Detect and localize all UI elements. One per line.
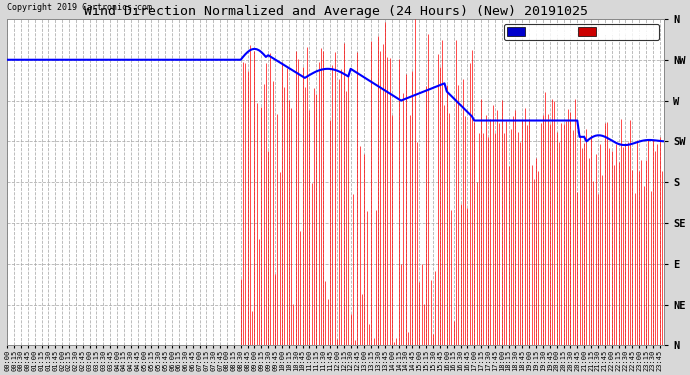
- Title: Wind Direction Normalized and Average (24 Hours) (New) 20191025: Wind Direction Normalized and Average (2…: [83, 5, 588, 18]
- Text: Copyright 2019 Cartronics.com: Copyright 2019 Cartronics.com: [7, 3, 152, 12]
- Legend: Average, Direction: Average, Direction: [504, 24, 660, 40]
